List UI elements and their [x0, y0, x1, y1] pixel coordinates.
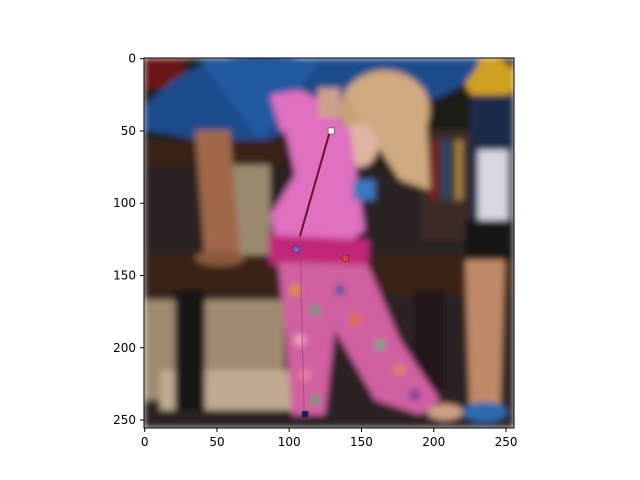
- keypoint-marker: [293, 246, 300, 253]
- x-tick-label: 0: [141, 435, 149, 449]
- keypoint-marker: [301, 410, 309, 418]
- x-tick-label: 200: [422, 435, 445, 449]
- x-tick-label: 150: [350, 435, 373, 449]
- x-tick-label: 250: [495, 435, 518, 449]
- y-tick-label: 100: [113, 196, 136, 210]
- keypoint-marker: [327, 127, 335, 135]
- axes-frame: [143, 57, 515, 429]
- y-tick-label: 250: [113, 413, 136, 427]
- x-axis: 0 50 100 150 200 250: [141, 428, 518, 449]
- skeleton-line: [299, 130, 331, 237]
- y-tick-label: 150: [113, 268, 136, 282]
- x-tick-label: 50: [209, 435, 224, 449]
- x-tick-label: 100: [278, 435, 301, 449]
- y-tick-label: 50: [121, 124, 136, 138]
- skeleton-line: [299, 235, 305, 413]
- keypoint-marker: [342, 254, 349, 262]
- pose-skeleton: [299, 130, 331, 413]
- photo: [144, 58, 514, 428]
- pose-keypoints: [293, 127, 349, 418]
- y-tick-label: 200: [113, 341, 136, 355]
- y-tick-label: 0: [128, 52, 136, 66]
- y-axis: 0 50 100 150 200 250: [113, 52, 144, 427]
